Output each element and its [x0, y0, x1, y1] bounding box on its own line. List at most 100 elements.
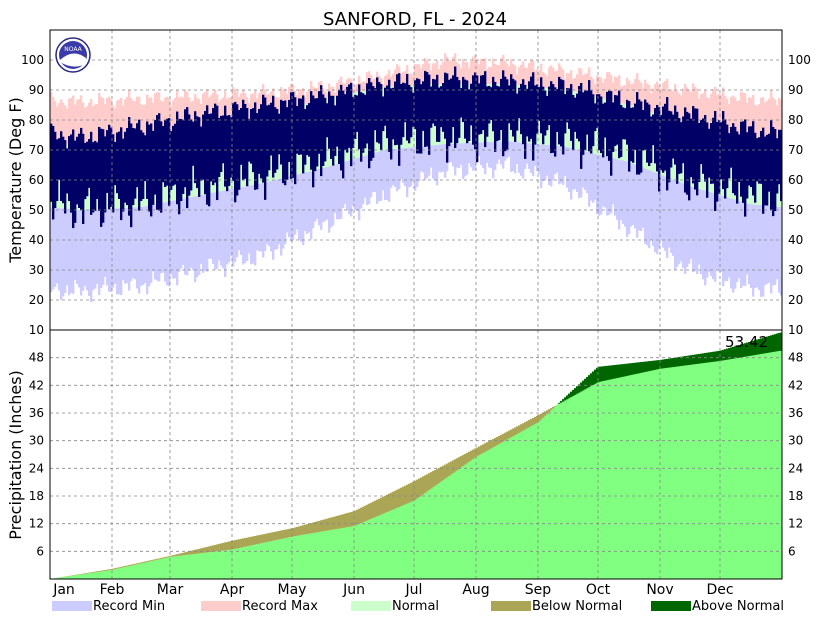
record-max-bar: [702, 93, 705, 130]
observed-temp-bar: [664, 103, 667, 171]
observed-temp-bar: [772, 126, 775, 217]
observed-temp-bar: [162, 126, 165, 183]
record-max-bar: [722, 87, 725, 135]
observed-temp-bar: [188, 114, 191, 196]
below-normal-bar: [544, 411, 547, 416]
observed-temp-bar: [120, 127, 123, 221]
observed-temp-bar: [434, 79, 437, 127]
below-normal-bar: [248, 537, 251, 546]
observed-temp-bar: [196, 116, 199, 189]
observed-temp-bar: [756, 138, 759, 182]
record-max-bar: [564, 79, 567, 90]
record-min-bar: [302, 172, 305, 246]
record-min-bar: [574, 148, 577, 190]
above-normal-bar: [740, 344, 743, 358]
above-normal-bar: [678, 357, 681, 367]
temperature-tick-right: 40: [788, 233, 803, 247]
record-max-bar: [162, 101, 165, 137]
observed-temp-bar: [80, 127, 83, 211]
observed-temp-bar: [642, 109, 645, 151]
record-max-bar: [622, 85, 625, 104]
above-normal-bar: [632, 362, 635, 375]
below-normal-bar: [254, 535, 257, 545]
record-max-bar: [390, 76, 393, 87]
observed-temp-bar: [166, 118, 169, 186]
temperature-axis-label: Temperature (Deg F): [6, 97, 25, 264]
record-max-bar: [576, 74, 579, 93]
record-min-bar: [272, 180, 275, 260]
observed-temp-bar: [708, 128, 711, 178]
temperature-tick-right: 30: [788, 263, 803, 277]
below-normal-bar: [454, 459, 457, 472]
record-max-bar: [694, 86, 697, 128]
record-max-bar: [496, 65, 499, 84]
record-min-bar: [478, 142, 481, 156]
record-max-bar: [172, 100, 175, 135]
record-min-bar: [584, 151, 587, 191]
record-max-bar: [430, 70, 433, 85]
record-max-bar: [480, 58, 483, 84]
record-min-bar: [546, 144, 549, 176]
above-normal-bar: [620, 364, 623, 378]
record-max-bar: [494, 63, 497, 84]
record-max-bar: [746, 102, 749, 141]
below-normal-bar: [220, 543, 223, 551]
record-min-bar: [278, 178, 281, 245]
below-normal-bar: [354, 510, 357, 526]
observed-temp-bar: [168, 118, 171, 206]
below-normal-bar: [492, 439, 495, 448]
observed-temp-bar: [524, 84, 527, 159]
record-min-bar: [582, 150, 585, 188]
record-max-bar: [146, 94, 149, 140]
observed-temp-bar: [374, 88, 377, 131]
observed-temp-bar: [268, 104, 271, 171]
observed-temp-bar: [370, 82, 373, 161]
below-normal-bar: [488, 441, 491, 450]
below-normal-bar: [166, 556, 169, 558]
observed-temp-bar: [356, 95, 359, 132]
record-min-bar: [376, 152, 379, 204]
observed-temp-bar: [118, 131, 121, 199]
observed-temp-bar: [152, 130, 155, 205]
record-max-bar: [682, 88, 685, 124]
record-min-bar: [518, 142, 521, 173]
above-normal-bar: [690, 355, 693, 365]
above-normal-bar: [630, 363, 633, 375]
below-normal-bar: [464, 453, 467, 465]
record-max-bar: [524, 67, 527, 86]
record-max-bar: [136, 96, 139, 142]
record-min-bar: [698, 188, 701, 265]
record-max-bar: [104, 104, 107, 145]
record-max-bar: [558, 63, 561, 90]
record-max-bar: [408, 73, 411, 86]
observed-temp-bar: [728, 133, 731, 179]
observed-temp-bar: [618, 90, 621, 159]
below-normal-bar: [222, 542, 225, 551]
observed-temp-bar: [640, 101, 643, 173]
record-min-bar: [640, 166, 643, 231]
above-normal-bar: [644, 361, 647, 372]
record-min-bar: [366, 155, 369, 206]
record-min-bar: [256, 183, 259, 251]
observed-temp-bar: [378, 82, 381, 144]
record-min-bar: [270, 180, 273, 252]
below-normal-bar: [240, 538, 243, 548]
above-normal-bar: [692, 354, 695, 365]
record-max-bar: [636, 73, 639, 108]
observed-temp-bar: [428, 74, 431, 155]
record-min-bar: [436, 144, 439, 186]
observed-temp-bar: [140, 130, 143, 201]
below-normal-bar: [274, 531, 277, 541]
record-max-bar: [626, 77, 629, 105]
record-max-bar: [582, 75, 585, 94]
below-normal-bar: [328, 518, 331, 531]
observed-temp-bar: [320, 85, 323, 177]
observed-temp-bar: [72, 129, 75, 229]
record-max-bar: [630, 84, 633, 106]
observed-temp-bar: [298, 98, 301, 155]
record-max-bar: [514, 65, 517, 85]
record-max-bar: [60, 99, 63, 146]
record-max-bar: [260, 90, 263, 118]
observed-temp-bar: [436, 74, 439, 142]
record-min-bar: [260, 183, 263, 252]
